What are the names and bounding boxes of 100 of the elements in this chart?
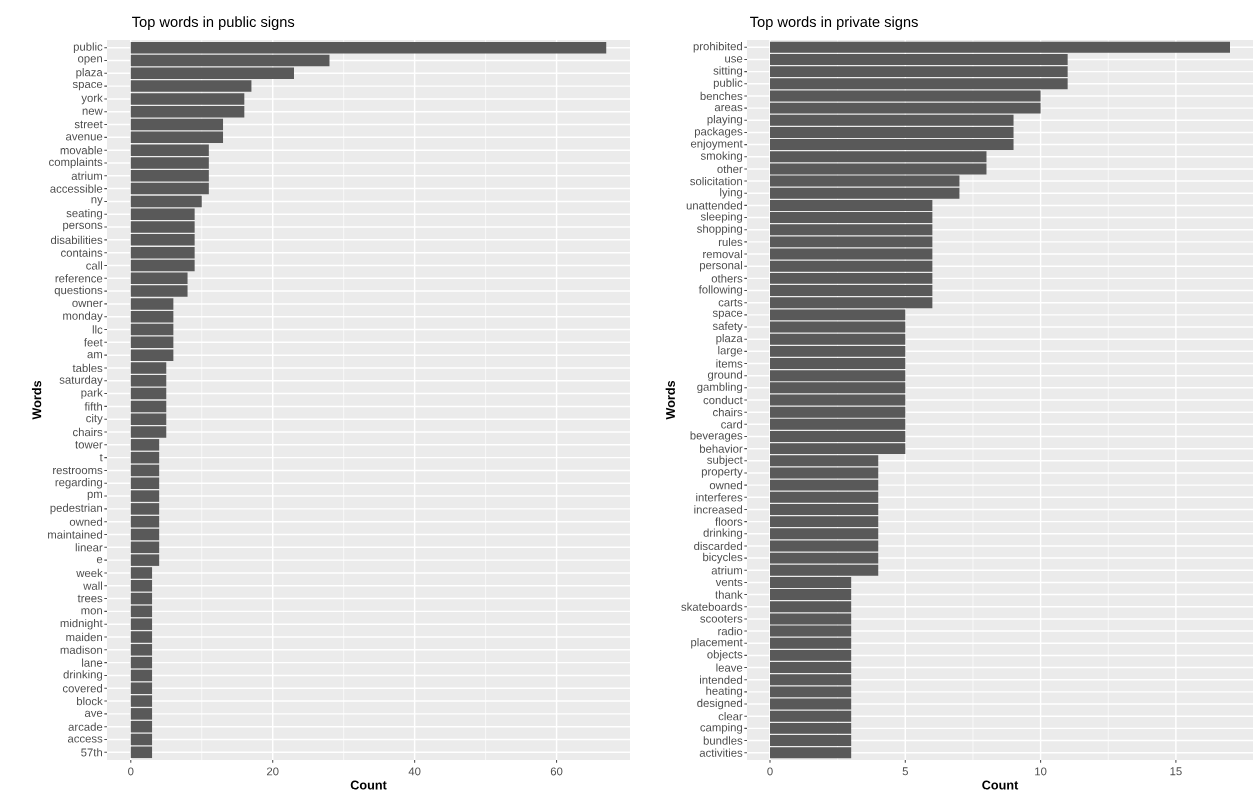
y-tick-label: t [99,453,103,462]
chart-title: Top words in private signs [750,16,918,30]
y-tick-label: designed [697,698,743,710]
y-tick-label: radio [718,626,743,636]
y-tick-label: playing [707,114,743,126]
bar [130,733,153,746]
bar [130,41,607,54]
x-tick-label: 0 [128,767,134,776]
y-tick-label: public [713,78,743,90]
y-tick-label: sleeping [700,212,743,223]
x-tick-label: 20 [266,767,279,776]
x-tick-label: 5 [902,767,908,776]
y-axis-title: Words [665,380,675,420]
bar [130,54,330,67]
x-tick-label: 60 [550,767,563,776]
y-tick-label: large [718,346,743,357]
y-tick-label: property [701,468,743,478]
y-tick-label: bundles [703,736,743,745]
y-tick-label: public [73,42,103,53]
y-tick-label: tower [75,441,103,449]
y-tick-label: am [87,352,102,359]
x-tick-label: 0 [767,767,773,776]
y-tick-label: placement [691,637,743,649]
y-tick-label: plaza [716,333,743,345]
y-tick-label: arcade [68,722,103,731]
y-tick-label: ground [707,370,743,381]
y-tick-label: plaza [76,68,103,79]
y-tick-label: madison [60,645,102,654]
y-tick-label: midnight [60,618,103,630]
y-tick-label: lane [82,658,103,667]
y-tick-label: e [96,557,103,564]
y-tick-label: activities [699,748,743,757]
y-tick-label: other [717,164,743,174]
y-tick-label: safety [712,321,743,333]
y-tick-label: complaints [49,157,103,169]
y-tick-label: week [76,568,103,578]
y-tick-label: seating [66,208,103,220]
y-tick-label: subject [707,455,743,467]
y-tick-label: trees [77,594,103,603]
bar [130,118,224,131]
y-tick-label: increased [694,505,743,514]
y-tick-label: benches [700,91,743,101]
y-tick-label: vents [715,578,743,587]
y-tick-label: mon [81,608,102,615]
y-tick-label: space [712,310,743,320]
y-tick-label: carts [718,298,743,307]
bar [770,394,906,406]
y-tick-label: owned [709,480,743,490]
y-tick-label: contains [61,248,103,257]
y-tick-label: ave [84,710,103,717]
x-tick-label: 10 [1035,767,1047,776]
y-tick-label: intended [700,675,743,684]
y-tick-label: personal [700,260,742,272]
x-tick-label: 15 [1170,767,1182,776]
y-tick-label: feet [84,338,103,347]
y-tick-label: linear [75,543,103,552]
y-tick-label: wall [83,581,102,590]
x-axis-title: Count [982,780,1019,790]
bar [130,528,160,541]
y-tick-label: behavior [700,444,743,453]
y-tick-label: questions [54,285,103,297]
y-tick-label: card [721,420,743,429]
y-tick-label: york [81,93,103,105]
y-tick-label: conduct [703,395,743,405]
y-tick-label: packages [694,127,743,138]
y-tick-label: scooters [700,615,743,623]
y-tick-label: restrooms [53,466,103,475]
y-tick-label: leave [716,663,743,672]
y-tick-label: fifth [84,402,102,411]
y-tick-label: ny [91,197,103,206]
y-tick-label: disabilities [50,235,103,244]
y-tick-label: access [67,736,103,743]
y-tick-label: unattended [686,201,743,210]
y-tick-label: heating [706,686,743,698]
y-tick-label: covered [62,684,103,693]
y-tick-label: tables [72,363,103,373]
y-tick-label: items [716,359,743,368]
y-tick-label: atrium [71,171,102,180]
y-tick-label: reference [55,274,103,283]
y-tick-label: avenue [66,134,103,141]
x-tick-label: 40 [408,767,421,776]
y-tick-label: gambling [697,382,743,394]
y-tick-label: drinking [703,528,743,540]
y-tick-label: beverages [690,431,743,442]
y-axis-title: Words [31,380,42,420]
y-tick-label: following [698,285,743,296]
y-tick-label: owner [72,300,103,307]
y-tick-label: skateboards [681,602,743,611]
bar [770,321,906,333]
y-tick-label: maintained [48,530,103,539]
y-tick-label: pm [87,491,102,501]
bar [130,323,174,336]
y-tick-label: park [81,388,103,399]
y-tick-label: block [77,696,103,706]
y-tick-label: floors [715,517,743,526]
y-tick-label: movable [60,146,103,155]
y-tick-label: 57th [81,748,102,757]
y-tick-label: rules [718,237,743,247]
y-tick-label: sitting [713,66,743,77]
y-tick-label: smoking [700,151,743,163]
